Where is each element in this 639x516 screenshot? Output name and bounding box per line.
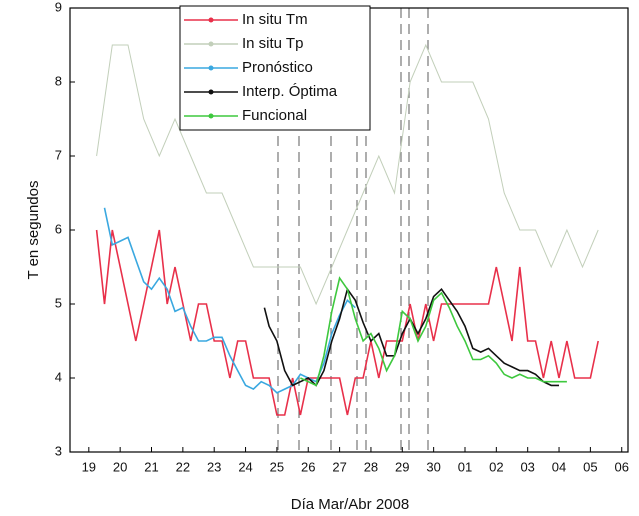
x-tick-label: 02 <box>489 459 503 474</box>
x-tick-label: 22 <box>176 459 190 474</box>
series-line <box>300 276 567 387</box>
x-tick-label: 25 <box>270 459 284 474</box>
series-line <box>96 43 599 306</box>
x-axis-label: Día Mar/Abr 2008 <box>291 496 409 513</box>
series-line <box>103 207 356 394</box>
legend-label: In situ Tp <box>242 35 303 52</box>
legend: In situ Tm In situ Tp Pronóstico Interp. Óp… <box>179 5 371 131</box>
y-tick-label: 5 <box>55 295 62 310</box>
y-tick-label: 4 <box>55 369 62 384</box>
legend-marker <box>208 17 214 23</box>
y-axis-label: T en segundos <box>25 181 42 280</box>
x-tick-label: 03 <box>520 459 534 474</box>
legend-marker <box>208 89 214 95</box>
x-tick-label: 26 <box>301 459 315 474</box>
legend-label: Pronóstico <box>242 59 313 76</box>
x-tick-label: 19 <box>82 459 96 474</box>
x-tick-label: 30 <box>426 459 440 474</box>
legend-label: Funcional <box>242 107 307 124</box>
x-tick-label: 27 <box>332 459 346 474</box>
series-line <box>95 229 599 416</box>
legend-label: Interp. Óptima <box>242 83 338 100</box>
x-tick-label: 05 <box>583 459 597 474</box>
x-tick-label: 06 <box>614 459 628 474</box>
x-tick-label: 28 <box>364 459 378 474</box>
x-tick-label: 29 <box>395 459 409 474</box>
x-tick-label: 23 <box>207 459 221 474</box>
legend-label: In situ Tm <box>242 11 308 28</box>
legend-marker <box>208 65 214 71</box>
x-tick-label: 21 <box>144 459 158 474</box>
y-tick-label: 6 <box>55 221 62 236</box>
y-tick-label: 7 <box>55 147 62 162</box>
x-tick-label: 01 <box>458 459 472 474</box>
series-line <box>263 287 559 387</box>
legend-marker <box>208 113 214 119</box>
y-tick-label: 8 <box>55 73 62 88</box>
y-tick-label: 3 <box>55 443 62 458</box>
y-tick-label: 9 <box>55 0 62 14</box>
x-tick-label: 24 <box>238 459 252 474</box>
x-tick-label: 20 <box>113 459 127 474</box>
legend-marker <box>208 41 214 47</box>
x-tick-label: 04 <box>552 459 566 474</box>
legend-box <box>179 5 371 131</box>
